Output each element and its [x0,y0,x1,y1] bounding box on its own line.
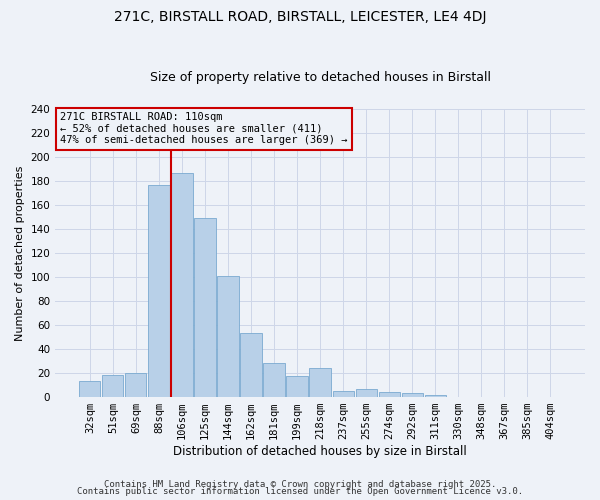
Bar [286,376,308,396]
Y-axis label: Number of detached properties: Number of detached properties [15,165,25,340]
Text: 271C, BIRSTALL ROAD, BIRSTALL, LEICESTER, LE4 4DJ: 271C, BIRSTALL ROAD, BIRSTALL, LEICESTER… [114,10,486,24]
Text: 271C BIRSTALL ROAD: 110sqm
← 52% of detached houses are smaller (411)
47% of sem: 271C BIRSTALL ROAD: 110sqm ← 52% of deta… [61,112,348,146]
Bar [172,172,193,396]
Text: Contains public sector information licensed under the Open Government Licence v3: Contains public sector information licen… [77,487,523,496]
Title: Size of property relative to detached houses in Birstall: Size of property relative to detached ho… [149,72,491,85]
Bar [310,368,331,396]
Bar [332,390,353,396]
Bar [263,363,284,396]
Bar [356,390,377,396]
Bar [217,276,239,396]
Bar [379,392,400,396]
Bar [102,375,124,396]
X-axis label: Distribution of detached houses by size in Birstall: Distribution of detached houses by size … [173,444,467,458]
Bar [125,372,146,396]
Text: Contains HM Land Registry data © Crown copyright and database right 2025.: Contains HM Land Registry data © Crown c… [104,480,496,489]
Bar [241,333,262,396]
Bar [148,184,170,396]
Bar [79,381,100,396]
Bar [401,393,423,396]
Bar [194,218,215,396]
